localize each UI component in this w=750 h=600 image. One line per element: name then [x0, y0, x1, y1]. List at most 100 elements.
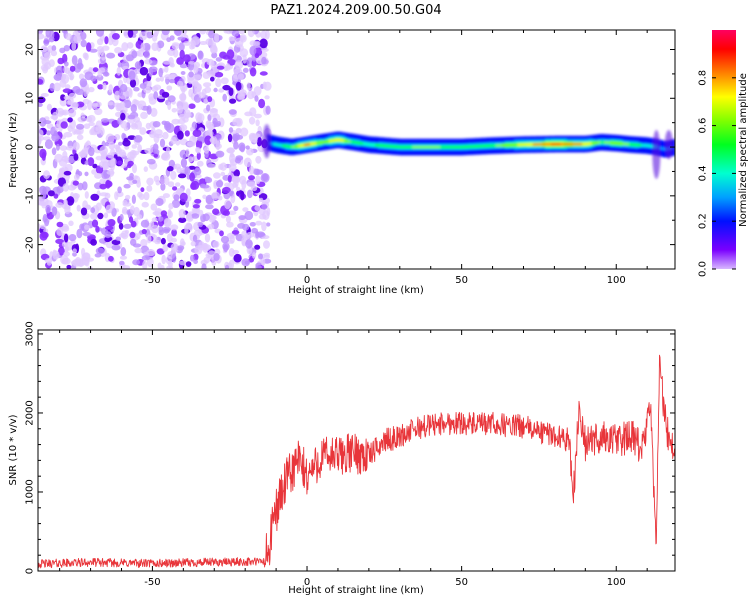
noise-speckle — [117, 62, 123, 68]
noise-speckle — [224, 264, 230, 269]
noise-speckle — [140, 111, 148, 119]
noise-speckle — [204, 233, 211, 243]
noise-speckle — [104, 36, 109, 45]
signal-band-cell — [637, 144, 642, 147]
noise-speckle — [127, 30, 134, 38]
noise-speckle — [128, 70, 136, 81]
colorbar-tick-label: 0.2 — [698, 213, 709, 229]
noise-speckle — [246, 147, 254, 156]
noise-speckle — [47, 45, 54, 53]
noise-speckle — [212, 240, 220, 248]
signal-band-cell — [452, 146, 457, 149]
noise-speckle — [154, 208, 163, 218]
signal-band-cell — [406, 146, 410, 149]
noise-speckle — [41, 151, 46, 161]
noise-speckle — [68, 234, 77, 242]
noise-speckle — [90, 75, 97, 82]
signal-band-cell — [461, 145, 466, 149]
noise-speckle — [160, 237, 166, 245]
signal-band-cell — [563, 143, 568, 146]
signal-band-cell — [269, 142, 274, 145]
signal-band-cell — [300, 144, 305, 147]
noise-speckle — [238, 30, 246, 35]
noise-speckle — [170, 73, 177, 80]
noise-speckle — [167, 49, 176, 56]
noise-speckle — [84, 171, 89, 177]
noise-speckle — [215, 140, 221, 151]
noise-speckle — [179, 124, 188, 132]
noise-speckle — [144, 58, 153, 65]
signal-band-cell — [535, 143, 540, 146]
noise-speckle — [171, 43, 180, 50]
y-tick-label: 10 — [25, 92, 36, 105]
signal-band-cell — [464, 145, 469, 148]
noise-speckle — [153, 175, 160, 182]
chart-title: PAZ1.2024.209.00.50.G04 — [270, 3, 441, 18]
noise-speckle — [167, 181, 175, 188]
noise-speckle — [234, 37, 244, 48]
noise-speckle — [50, 50, 58, 57]
noise-speckle — [255, 155, 262, 164]
noise-speckle — [95, 126, 101, 132]
band-edge-blob — [652, 130, 661, 179]
noise-speckle — [129, 231, 136, 239]
noise-speckle — [265, 30, 270, 40]
noise-speckle — [151, 224, 160, 234]
signal-band-cell — [600, 141, 605, 144]
noise-speckle — [245, 145, 250, 150]
signal-band-cell — [458, 146, 463, 149]
snr-series-line — [38, 354, 675, 569]
noise-speckle — [130, 205, 135, 215]
noise-speckle — [88, 86, 95, 93]
noise-speckle — [166, 85, 173, 91]
spectrogram-panel: -50 0 50 100 -20 -10 0 10 20 Height of straight … — [8, 29, 676, 296]
noise-speckle — [130, 104, 137, 113]
noise-speckle — [201, 263, 207, 269]
noise-speckle — [240, 190, 245, 201]
noise-speckle — [155, 77, 161, 82]
signal-band-cell — [319, 141, 324, 144]
noise-speckle — [84, 191, 89, 199]
noise-speckle — [136, 232, 141, 240]
noise-speckle — [190, 254, 195, 262]
noise-speckle — [99, 145, 108, 156]
noise-speckle — [106, 152, 115, 159]
x-tick-label: -50 — [144, 275, 160, 286]
band-edge-blob — [262, 124, 271, 159]
noise-speckle — [188, 156, 194, 163]
noise-speckle — [104, 225, 114, 231]
signal-band-cell — [477, 145, 481, 148]
y-tick-label: -10 — [25, 188, 36, 204]
noise-speckle — [210, 136, 218, 145]
noise-speckle — [132, 179, 138, 184]
noise-speckle — [192, 129, 202, 137]
noise-speckle — [53, 82, 61, 92]
signal-band-cell — [603, 141, 608, 144]
noise-speckle — [73, 174, 80, 181]
noise-speckle — [170, 224, 179, 231]
signal-band-cell — [634, 143, 639, 146]
noise-speckle — [202, 213, 210, 222]
noise-speckle — [234, 157, 242, 164]
signal-band-cell — [594, 141, 599, 144]
noise-speckle — [249, 67, 257, 77]
signal-band-cell — [297, 144, 302, 147]
noise-speckle — [190, 241, 196, 247]
signal-band-cell — [529, 143, 534, 146]
noise-speckle — [175, 182, 181, 187]
noise-speckle — [188, 165, 196, 170]
noise-speckle — [198, 92, 206, 99]
signal-band-cell — [579, 143, 583, 146]
noise-speckle — [43, 38, 50, 46]
noise-speckle — [107, 101, 114, 106]
noise-speckle — [180, 71, 186, 75]
noise-speckle — [184, 130, 190, 137]
noise-speckle — [216, 65, 225, 70]
noise-speckle — [232, 134, 238, 143]
noise-speckle — [264, 95, 270, 100]
noise-speckle — [159, 138, 166, 148]
noise-speckle — [92, 67, 99, 73]
signal-band-cell — [427, 146, 432, 149]
noise-speckle — [209, 44, 218, 54]
noise-speckle — [231, 230, 240, 235]
